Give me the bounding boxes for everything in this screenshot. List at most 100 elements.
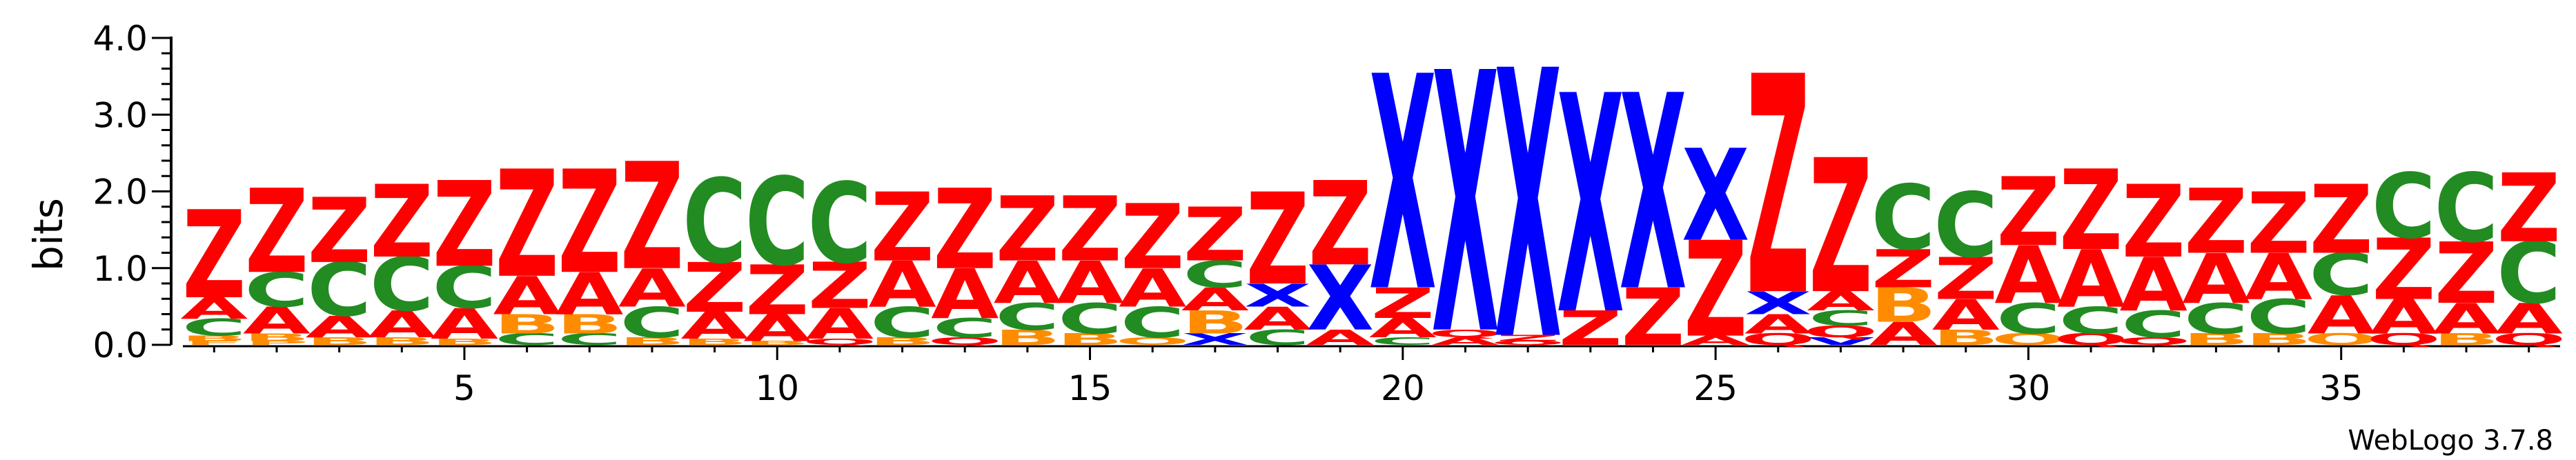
- glyph-A: A: [1744, 309, 1813, 339]
- glyph-C: C: [2059, 299, 2123, 342]
- glyph-C: C: [558, 330, 622, 349]
- glyph-X: X: [1494, 0, 1562, 422]
- glyph-Z: Z: [1059, 178, 1122, 282]
- glyph-Z: Z: [495, 140, 559, 311]
- glyph-C: C: [933, 313, 997, 343]
- glyph-Q: Q: [1491, 340, 1565, 346]
- glyph-A: A: [2057, 234, 2125, 325]
- glyph-X: X: [1620, 40, 1687, 352]
- glyph-A: A: [1369, 313, 1437, 343]
- glyph-A: A: [2245, 241, 2313, 314]
- x-tick-label: 5: [453, 368, 475, 408]
- glyph-Q: Q: [803, 337, 877, 347]
- glyph-B: B: [493, 309, 560, 339]
- glyph-Z: Z: [1121, 186, 1184, 290]
- glyph-A: A: [1869, 316, 1937, 352]
- x-tick-label: 25: [1693, 368, 1738, 408]
- glyph-C: C: [620, 299, 684, 347]
- glyph-C: C: [1996, 295, 2061, 343]
- glyph-A: A: [431, 300, 498, 348]
- glyph-C: C: [682, 155, 747, 290]
- glyph-C: C: [2309, 242, 2373, 309]
- glyph-Z: Z: [683, 248, 747, 328]
- glyph-A: A: [180, 292, 248, 326]
- glyph-X: X: [1744, 285, 1812, 321]
- glyph-C: C: [1183, 253, 1247, 296]
- glyph-Z: Z: [1559, 301, 1622, 357]
- y-tick-label: 1.0: [92, 249, 148, 289]
- footer-credit: WebLogo 3.7.8: [2348, 425, 2553, 457]
- y-tick-label: 3.0: [92, 95, 148, 135]
- glyph-A: A: [806, 300, 874, 348]
- glyph-A: A: [555, 261, 623, 328]
- glyph-C: C: [307, 248, 371, 334]
- glyph-A: A: [2182, 239, 2250, 319]
- glyph-A: A: [931, 254, 999, 334]
- glyph-C: C: [495, 330, 559, 349]
- glyph-B: B: [556, 309, 623, 339]
- glyph-Z: Z: [2435, 225, 2498, 323]
- glyph-Q: Q: [1741, 330, 1816, 349]
- glyph-Z: Z: [933, 166, 996, 294]
- glyph-A: A: [1056, 250, 1123, 317]
- glyph-C: C: [2246, 290, 2310, 345]
- glyph-Z: Z: [1371, 279, 1435, 328]
- x-tick-label: 10: [755, 368, 799, 408]
- glyph-A: A: [1994, 230, 2062, 321]
- glyph-B: B: [431, 337, 498, 347]
- glyph-Z: Z: [1308, 158, 1372, 292]
- glyph-A: A: [1682, 333, 1749, 348]
- x-tick-label: 20: [1381, 368, 1425, 408]
- x-axis: 5 10 15 20 25 30 35: [183, 345, 2560, 408]
- x-tick-label: 35: [2319, 368, 2363, 408]
- y-axis-title: bits: [25, 198, 72, 271]
- glyph-A: A: [618, 258, 686, 319]
- glyph-A: A: [306, 310, 373, 345]
- glyph-Z: Z: [245, 166, 308, 300]
- glyph-Z: Z: [182, 186, 246, 327]
- glyph-Z: Z: [2059, 148, 2123, 276]
- glyph-Z: Z: [1871, 239, 1935, 300]
- glyph-B: B: [244, 331, 311, 343]
- x-tick-label: 30: [2007, 368, 2051, 408]
- glyph-C: C: [745, 153, 809, 294]
- glyph-Z: Z: [808, 250, 872, 323]
- glyph-C: C: [432, 254, 496, 321]
- glyph-Z: Z: [1246, 168, 1309, 314]
- glyph-A: A: [1932, 291, 2000, 339]
- glyph-Z: Z: [2372, 221, 2435, 319]
- glyph-X: X: [1369, 15, 1437, 357]
- glyph-X: X: [1244, 277, 1312, 314]
- glyph-B: B: [681, 337, 748, 347]
- glyph-Z: Z: [1809, 121, 1872, 335]
- glyph-Q: Q: [1803, 323, 1878, 341]
- glyph-C: C: [2434, 154, 2498, 264]
- glyph-B: B: [869, 335, 936, 348]
- glyph-X: X: [1181, 330, 1249, 349]
- glyph-C: C: [2497, 225, 2561, 323]
- glyph-A: A: [1181, 281, 1249, 318]
- glyph-Z: Z: [1621, 272, 1684, 363]
- glyph-A: A: [1243, 301, 1311, 337]
- glyph-A: A: [2120, 242, 2188, 328]
- glyph-Z: Z: [1747, 14, 1810, 362]
- y-tick-label: 4.0: [92, 19, 148, 59]
- glyph-B: B: [619, 335, 686, 348]
- glyph-C: C: [1934, 174, 1998, 279]
- glyph-B: B: [1181, 304, 1248, 341]
- glyph-A: A: [243, 299, 311, 342]
- glyph-Z: Z: [1996, 158, 2060, 268]
- glyph-X: X: [1557, 33, 1624, 381]
- glyph-B: B: [1870, 278, 1937, 333]
- y-axis: 0.0 1.0 2.0 3.0 4.0: [92, 19, 173, 366]
- glyph-Z: Z: [745, 250, 809, 330]
- glyph-Z: Z: [2122, 165, 2185, 281]
- glyph-A: A: [2308, 285, 2375, 346]
- glyph-B: B: [2433, 330, 2500, 349]
- glyph-A: A: [368, 303, 435, 346]
- glyph-Z: Z: [370, 165, 433, 281]
- glyph-C: C: [1121, 299, 1185, 347]
- glyph-B: B: [744, 340, 811, 346]
- glyph-B: B: [1056, 330, 1123, 349]
- glyph-B: B: [1932, 326, 1999, 350]
